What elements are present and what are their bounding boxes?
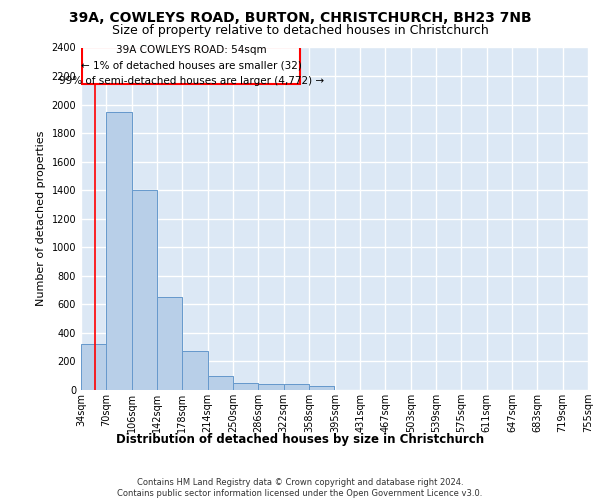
Bar [258, 384, 284, 390]
Bar [131, 190, 157, 390]
Bar [106, 112, 131, 390]
Y-axis label: Number of detached properties: Number of detached properties [36, 131, 46, 306]
Bar [82, 48, 301, 84]
Bar [233, 383, 258, 390]
Bar [284, 384, 309, 390]
Bar [131, 190, 157, 390]
Bar [258, 384, 284, 390]
Bar [208, 376, 233, 390]
Bar [157, 297, 182, 390]
Text: 39A, COWLEYS ROAD, BURTON, CHRISTCHURCH, BH23 7NB: 39A, COWLEYS ROAD, BURTON, CHRISTCHURCH,… [68, 11, 532, 25]
Bar [284, 384, 309, 390]
Text: 39A COWLEYS ROAD: 54sqm
← 1% of detached houses are smaller (32)
99% of semi-det: 39A COWLEYS ROAD: 54sqm ← 1% of detached… [59, 45, 324, 86]
Bar [157, 297, 182, 390]
Bar [182, 351, 208, 390]
Bar [208, 376, 233, 390]
Bar [309, 386, 334, 390]
Bar [182, 351, 208, 390]
Bar [106, 112, 131, 390]
Text: Size of property relative to detached houses in Christchurch: Size of property relative to detached ho… [112, 24, 488, 37]
Bar [81, 344, 106, 390]
Bar [309, 386, 334, 390]
Bar [233, 383, 258, 390]
Text: Contains HM Land Registry data © Crown copyright and database right 2024.
Contai: Contains HM Land Registry data © Crown c… [118, 478, 482, 498]
Text: Distribution of detached houses by size in Christchurch: Distribution of detached houses by size … [116, 432, 484, 446]
Bar [81, 344, 106, 390]
